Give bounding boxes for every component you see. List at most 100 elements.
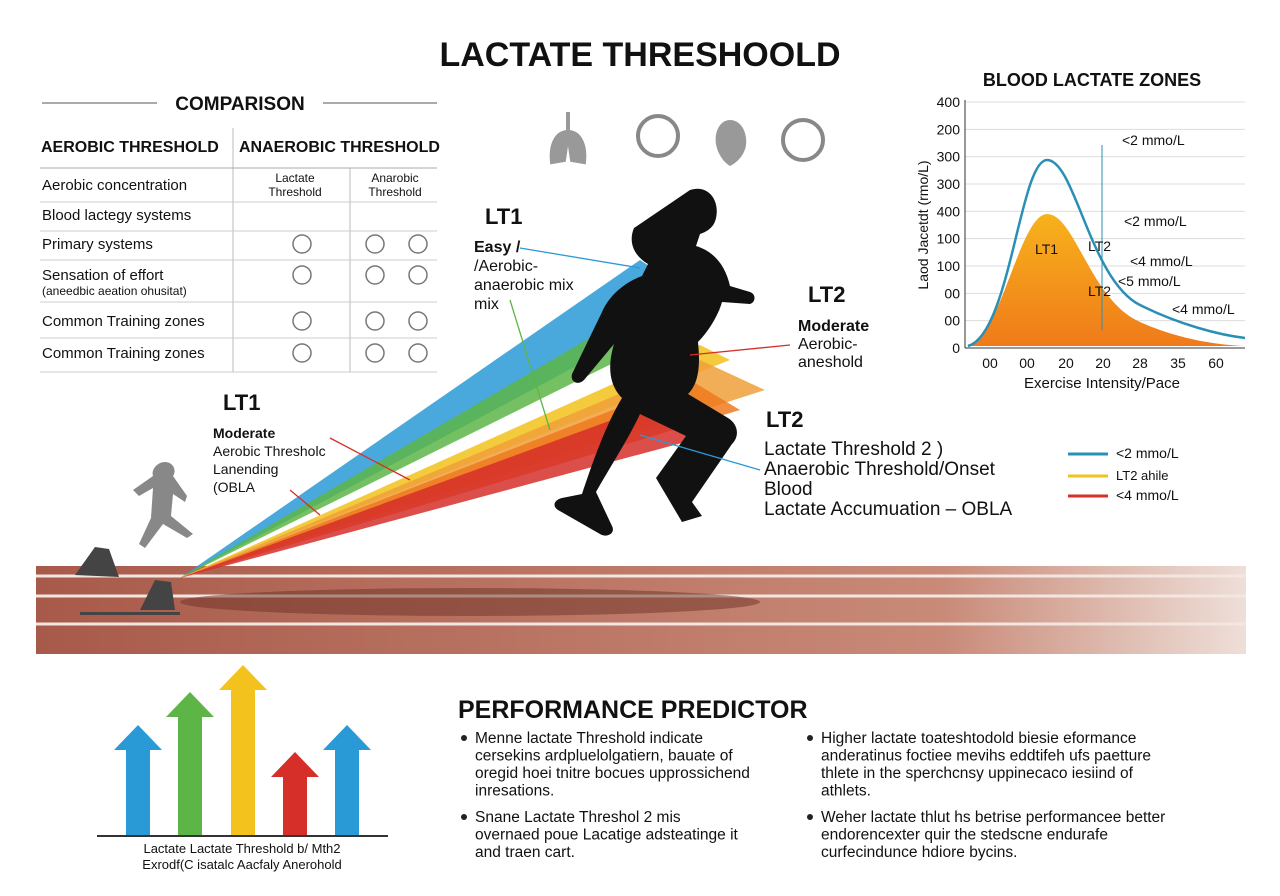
label: anaerobic mix bbox=[474, 277, 574, 294]
label: anderatinus foctiee mevihs eddtifeh ufs … bbox=[821, 748, 1151, 765]
runner bbox=[554, 188, 755, 536]
icon bbox=[408, 343, 428, 363]
label: Lactate Lactate Threshold b/ Mth2 bbox=[143, 841, 340, 856]
label: /Aerobic- bbox=[474, 258, 538, 275]
label: LACTATE THRESHOOLD bbox=[439, 36, 840, 74]
label: inresations. bbox=[475, 783, 554, 800]
icon bbox=[292, 343, 312, 363]
icon-stopwatch bbox=[781, 118, 825, 162]
label: LT2 bbox=[808, 282, 845, 307]
label: Moderate bbox=[213, 425, 275, 441]
label: Primary systems bbox=[42, 236, 153, 253]
label: LT2 bbox=[1088, 283, 1111, 299]
label: LT2 ahile bbox=[1116, 468, 1169, 483]
icon bbox=[408, 265, 428, 285]
ray bbox=[180, 345, 730, 578]
label: 35 bbox=[1170, 355, 1186, 371]
icon bbox=[365, 234, 385, 254]
icon-lungs bbox=[549, 112, 587, 165]
label: COMPARISON bbox=[175, 94, 304, 115]
arrow bbox=[323, 725, 371, 835]
label: (OBLA bbox=[213, 479, 256, 495]
label: <2 mmo/L bbox=[1116, 445, 1179, 461]
label: Blood lactegy systems bbox=[42, 207, 191, 224]
label: athlets. bbox=[821, 783, 871, 800]
icon bbox=[365, 343, 385, 363]
label: 200 bbox=[937, 121, 961, 137]
label: 400 bbox=[937, 94, 961, 110]
label: thlete in the sperchcnsy uppinecaco iesi… bbox=[821, 765, 1134, 782]
icon bbox=[408, 311, 428, 331]
label: 28 bbox=[1132, 355, 1148, 371]
bullet bbox=[807, 735, 813, 741]
label: Exrodf(C isatalc Aacfaly Anerohold bbox=[142, 857, 341, 872]
block bbox=[75, 547, 180, 615]
leader bbox=[689, 344, 791, 356]
label: Common Training zones bbox=[42, 313, 205, 330]
bullet bbox=[807, 814, 813, 820]
label: Anaerobic Threshold/Onset bbox=[764, 459, 996, 480]
label: Easy / bbox=[474, 239, 521, 256]
label: 20 bbox=[1058, 355, 1074, 371]
label: Exercise Intensity/Pace bbox=[1024, 375, 1180, 392]
label: 400 bbox=[937, 203, 961, 219]
label: 100 bbox=[937, 231, 961, 247]
label: <2 mmo/L bbox=[1122, 132, 1185, 148]
label: LT1 bbox=[485, 204, 522, 229]
runner-small bbox=[133, 462, 193, 548]
curve-area bbox=[968, 214, 1245, 346]
icon bbox=[292, 265, 312, 285]
label: AEROBIC THRESHOLD bbox=[41, 139, 219, 156]
label: <4 mmo/L bbox=[1130, 253, 1193, 269]
label: Aerobic Thresholc bbox=[213, 443, 326, 459]
label: 00 bbox=[944, 285, 960, 301]
label: overnaed poue Lacatige adsteatinge it bbox=[475, 827, 739, 844]
leader bbox=[509, 299, 551, 431]
label: Lactate Accumuation – OBLA bbox=[764, 499, 1013, 520]
label: Laod Jacetdt (rmo/L) bbox=[915, 160, 931, 289]
label: Higher lactate toateshtodold biesie efor… bbox=[821, 730, 1136, 747]
label: 00 bbox=[1019, 355, 1035, 371]
label: Anarobic bbox=[371, 171, 418, 185]
label: Aerobic- bbox=[798, 336, 858, 353]
label: 00 bbox=[944, 313, 960, 329]
label: 0 bbox=[952, 340, 960, 356]
icon bbox=[365, 311, 385, 331]
label: LT1 bbox=[1035, 241, 1058, 257]
arrow bbox=[271, 752, 319, 835]
label: <5 mmo/L bbox=[1118, 273, 1181, 289]
curve bbox=[967, 158, 1246, 348]
label: oregid hoei tnitre bocues upprossichend bbox=[475, 765, 750, 782]
icon-clock bbox=[636, 114, 680, 158]
bullet bbox=[461, 735, 467, 741]
ray bbox=[180, 395, 730, 578]
label: 00 bbox=[982, 355, 998, 371]
label: 60 bbox=[1208, 355, 1224, 371]
label: cersekins ardpluelolgatiern, bauate of bbox=[475, 748, 733, 765]
arrow bbox=[219, 665, 267, 835]
label: 20 bbox=[1095, 355, 1111, 371]
label: Lactate Threshold 2 ) bbox=[764, 439, 943, 460]
leader bbox=[519, 247, 641, 269]
leader bbox=[329, 437, 411, 481]
label: LT2 bbox=[766, 407, 803, 432]
label: <4 mmo/L bbox=[1172, 301, 1235, 317]
label: Weher lactate thlut hs betrise performan… bbox=[821, 809, 1165, 826]
label: ANAEROBIC THRESHOLD bbox=[239, 139, 440, 156]
label: and traen cart. bbox=[475, 844, 575, 861]
label: 100 bbox=[937, 258, 961, 274]
icon-heart bbox=[715, 120, 747, 166]
leader bbox=[639, 434, 761, 471]
label: <4 mmo/L bbox=[1116, 487, 1179, 503]
arrow bbox=[166, 692, 214, 835]
label: mix bbox=[474, 296, 499, 313]
icon bbox=[292, 311, 312, 331]
label: Menne lactate Threshold indicate bbox=[475, 730, 703, 747]
label: Threshold bbox=[268, 185, 321, 199]
label: Lanending bbox=[213, 461, 278, 477]
label: <2 mmo/L bbox=[1124, 213, 1187, 229]
label: 300 bbox=[937, 176, 961, 192]
label: 300 bbox=[937, 149, 961, 165]
leader bbox=[289, 489, 321, 516]
